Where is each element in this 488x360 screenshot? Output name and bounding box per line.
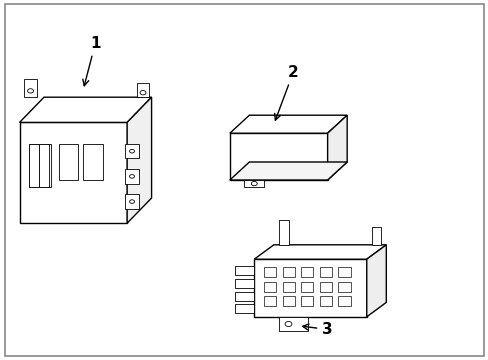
Bar <box>264 282 276 292</box>
Polygon shape <box>20 97 151 122</box>
Bar <box>301 296 313 306</box>
Bar <box>371 227 381 245</box>
Bar <box>282 296 294 306</box>
Bar <box>264 267 276 277</box>
Text: 1: 1 <box>82 36 101 86</box>
Bar <box>39 144 49 187</box>
Bar <box>29 144 39 187</box>
Circle shape <box>285 321 291 327</box>
Circle shape <box>129 200 134 203</box>
Bar <box>338 296 350 306</box>
Text: 3: 3 <box>302 322 332 337</box>
Polygon shape <box>229 162 346 180</box>
Polygon shape <box>229 115 346 133</box>
Bar <box>124 194 139 209</box>
Bar <box>229 133 327 180</box>
Circle shape <box>27 89 33 93</box>
Bar <box>319 282 331 292</box>
Bar <box>282 267 294 277</box>
Bar <box>124 169 139 184</box>
Bar <box>278 220 288 245</box>
Bar <box>24 79 37 97</box>
Bar <box>338 267 350 277</box>
Bar <box>234 292 254 301</box>
Bar <box>254 259 366 317</box>
Polygon shape <box>366 245 386 317</box>
Bar <box>59 144 78 180</box>
Bar <box>301 267 313 277</box>
Bar <box>319 296 331 306</box>
Bar <box>124 144 139 158</box>
Bar <box>29 144 51 187</box>
Bar <box>234 279 254 288</box>
Bar <box>319 267 331 277</box>
Bar <box>338 282 350 292</box>
Polygon shape <box>327 115 346 180</box>
Bar <box>244 180 264 187</box>
Bar <box>278 317 307 331</box>
Circle shape <box>129 175 134 178</box>
Bar <box>234 304 254 313</box>
Text: 2: 2 <box>274 64 298 120</box>
Bar <box>137 83 149 97</box>
Circle shape <box>129 149 134 153</box>
Circle shape <box>251 181 257 186</box>
Circle shape <box>140 91 146 95</box>
Polygon shape <box>254 245 386 259</box>
Polygon shape <box>127 97 151 223</box>
Bar <box>83 144 102 180</box>
Bar <box>264 296 276 306</box>
Bar <box>301 282 313 292</box>
Bar <box>234 266 254 275</box>
Bar <box>282 282 294 292</box>
Bar <box>20 122 127 223</box>
